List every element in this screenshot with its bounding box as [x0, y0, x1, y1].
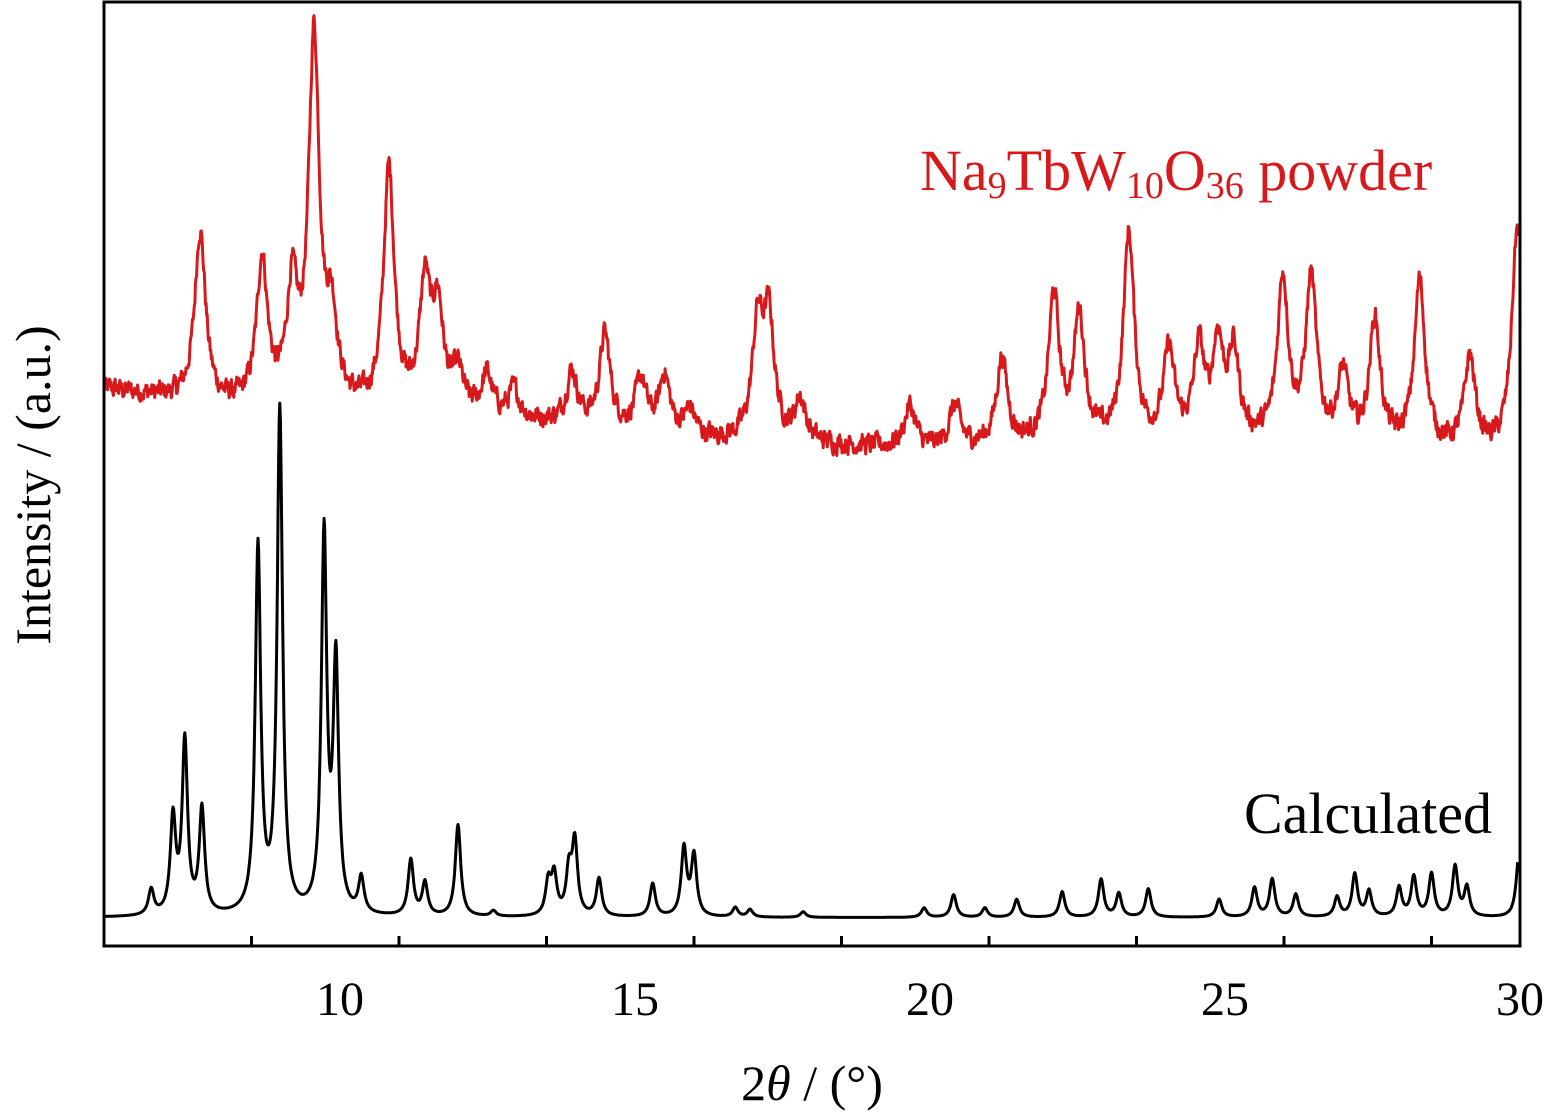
x-tick-label: 10 — [316, 973, 364, 1026]
x-tick-label: 30 — [1496, 973, 1544, 1026]
x-tick-label: 20 — [906, 973, 954, 1026]
x-axis-label: 2θ / (°) — [741, 1055, 883, 1111]
series-line-powder — [102, 14, 1520, 457]
x-tick-label: 25 — [1201, 973, 1249, 1026]
plot-frame — [102, 0, 1522, 948]
x-tick-label: 15 — [611, 973, 659, 1026]
series-line-calculated — [103, 401, 1520, 919]
series-label-powder: Na9TbW10O36 powder — [920, 138, 1432, 207]
x-axis-ticks: 10 15 20 25 30 — [250, 936, 1544, 1026]
plot-lines — [102, 14, 1520, 919]
y-axis-label: Intensity / (a.u.) — [5, 325, 61, 644]
series-label-calculated: Calculated — [1244, 781, 1492, 846]
